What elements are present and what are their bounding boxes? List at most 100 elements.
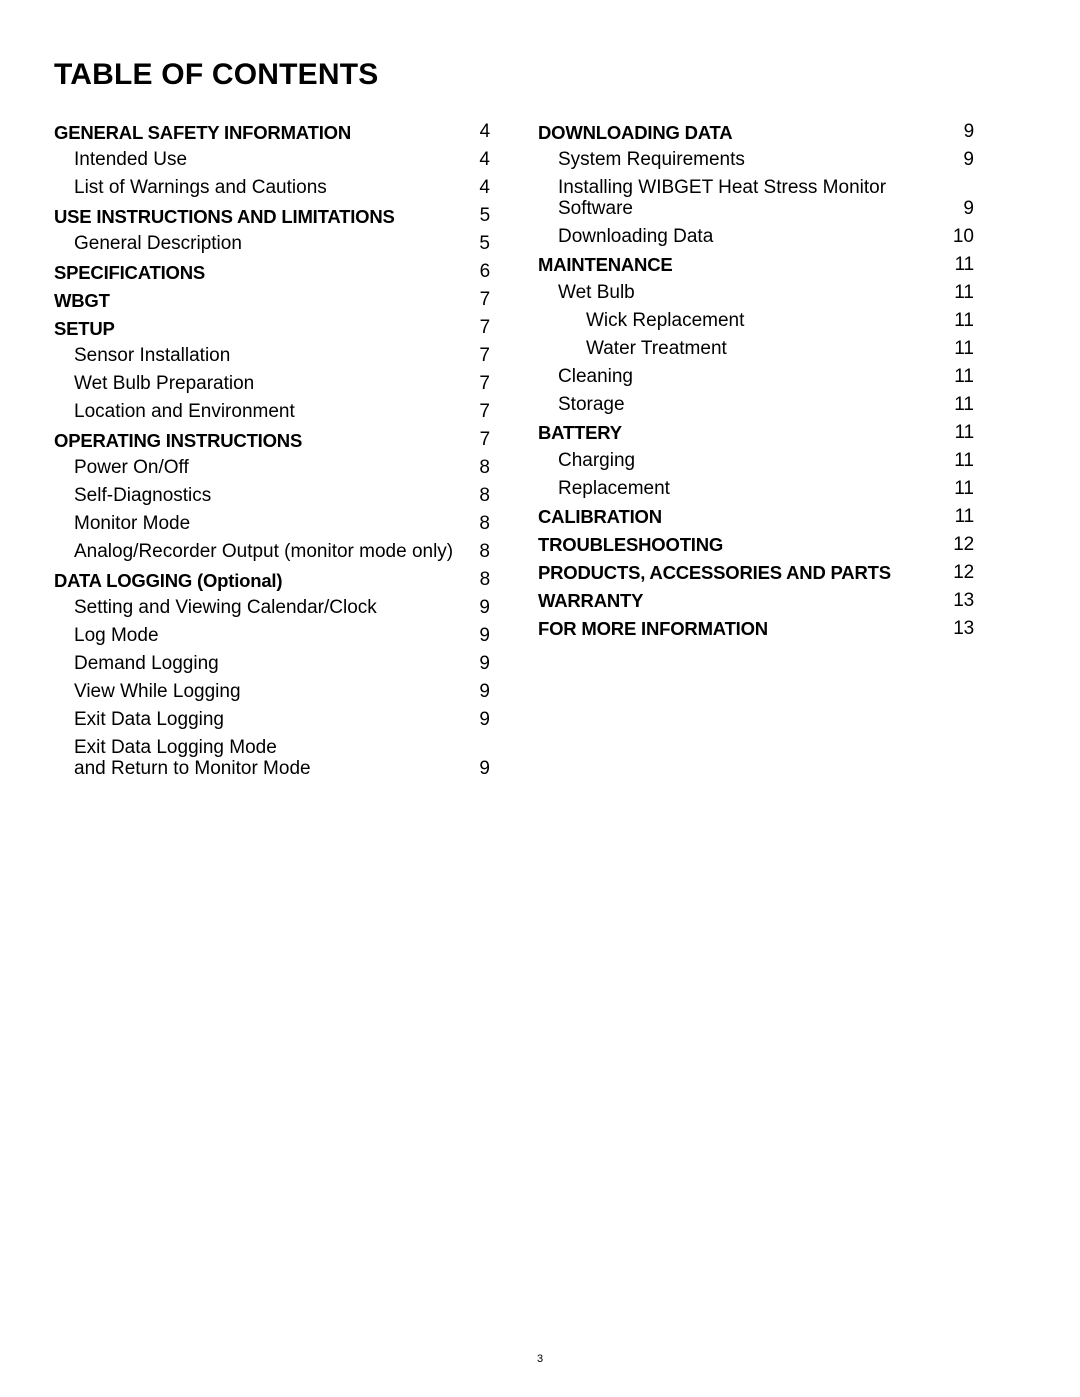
toc-entry-page: 10: [943, 227, 974, 248]
toc-entry-page: 7: [466, 430, 490, 451]
toc-entry-page: 5: [466, 234, 490, 255]
toc-entry-label: Self-Diagnostics: [54, 486, 211, 507]
toc-entry-label: OPERATING INSTRUCTIONS: [54, 431, 302, 451]
toc-entry: Replacement 11: [538, 479, 974, 500]
toc-entry: SPECIFICATIONS6: [54, 262, 490, 283]
toc-entry-label: Power On/Off: [54, 458, 189, 479]
toc-entry: Installing WIBGET Heat Stress Monitor So…: [538, 178, 974, 219]
toc-entry: Exit Data Logging Modeand Return to Moni…: [54, 738, 490, 779]
page-number-footer: 3: [0, 1353, 1080, 1365]
toc-entry: General Description 5: [54, 234, 490, 255]
toc-entry: View While Logging9: [54, 682, 490, 703]
toc-entry-page: 7: [466, 374, 490, 395]
toc-entry: CALIBRATION 11: [538, 507, 974, 528]
toc-entry-page: 11: [944, 451, 974, 472]
toc-entry-page: 11: [944, 311, 974, 332]
toc-entry-label: GENERAL SAFETY INFORMATION: [54, 123, 351, 143]
toc-entry: Sensor Installation7: [54, 346, 490, 367]
toc-entry-label: USE INSTRUCTIONS AND LIMITATIONS: [54, 207, 395, 227]
toc-entry-page: 4: [466, 122, 490, 143]
toc-entry: Monitor Mode 8: [54, 514, 490, 535]
toc-entry: Log Mode 9: [54, 626, 490, 647]
toc-entry: OPERATING INSTRUCTIONS 7: [54, 430, 490, 451]
toc-entry: Exit Data Logging9: [54, 710, 490, 731]
toc-entry-label: PRODUCTS, ACCESSORIES AND PARTS: [538, 563, 891, 583]
toc-entry-label: Charging: [538, 451, 635, 472]
toc-entry-page: 8: [466, 486, 490, 507]
toc-entry-page: 12: [943, 563, 974, 584]
toc-entry-label: Wet Bulb Preparation: [54, 374, 254, 395]
toc-entry: Intended Use4: [54, 150, 490, 171]
toc-entry-page: 7: [466, 402, 490, 423]
toc-entry-label: Analog/Recorder Output (monitor mode onl…: [54, 542, 453, 563]
document-title: TABLE OF CONTENTS: [54, 58, 1026, 92]
toc-entry-page: 9: [950, 122, 974, 143]
toc-entry-page: 7: [466, 290, 490, 311]
toc-entry: Wick Replacement 11: [538, 311, 974, 332]
toc-entry: Charging 11: [538, 451, 974, 472]
toc-entry-page: 8: [466, 542, 490, 563]
toc-entry-label: Monitor Mode: [54, 514, 190, 535]
toc-entry-page: 11: [945, 423, 974, 444]
toc-entry: Water Treatment11: [538, 339, 974, 360]
toc-entry: DATA LOGGING (Optional)8: [54, 570, 490, 591]
toc-entry-label: Downloading Data: [538, 227, 713, 248]
toc-entry-label: FOR MORE INFORMATION: [538, 619, 768, 639]
toc-entry: WARRANTY13: [538, 591, 974, 612]
toc-entry-label: Wet Bulb: [538, 283, 635, 304]
toc-entry: Self-Diagnostics 8: [54, 486, 490, 507]
toc-entry-page: 11: [945, 507, 974, 528]
toc-entry-label: CALIBRATION: [538, 507, 662, 527]
toc-entry-label: Wick Replacement: [538, 311, 744, 332]
toc-entry: Power On/Off 8: [54, 458, 490, 479]
toc-entry: Demand Logging 9: [54, 654, 490, 675]
toc-entry-page: 4: [466, 150, 490, 171]
toc-entry-page: 13: [943, 591, 974, 612]
toc-entry-label: System Requirements: [538, 150, 745, 171]
toc-entry: SETUP7: [54, 318, 490, 339]
toc-entry: Location and Environment7: [54, 402, 490, 423]
toc-entry: PRODUCTS, ACCESSORIES AND PARTS 12: [538, 563, 974, 584]
toc-entry-page: 9: [466, 759, 490, 780]
toc-entry-label: BATTERY: [538, 423, 622, 443]
toc-entry: Wet Bulb11: [538, 283, 974, 304]
toc-entry-page: 9: [466, 598, 490, 619]
toc-entry-label: WBGT: [54, 291, 110, 311]
toc-entry-page: 9: [466, 654, 490, 675]
toc-entry-page: 9: [950, 199, 974, 220]
toc-entry-page: 11: [944, 339, 974, 360]
toc-entry-page: 12: [943, 535, 974, 556]
toc-entry-label: Sensor Installation: [54, 346, 230, 367]
toc-entry-page: 11: [944, 395, 974, 416]
toc-entry-label: TROUBLESHOOTING: [538, 535, 723, 555]
toc-entry-label: Log Mode: [54, 626, 159, 647]
toc-entry-page: 8: [466, 458, 490, 479]
toc-entry-page: 4: [466, 178, 490, 199]
page-container: TABLE OF CONTENTS GENERAL SAFETY INFORMA…: [0, 0, 1080, 787]
toc-entry-label: Demand Logging: [54, 654, 219, 675]
toc-entry-label: DATA LOGGING (Optional): [54, 571, 282, 591]
toc-entry: Setting and Viewing Calendar/Clock 9: [54, 598, 490, 619]
toc-entry-label: General Description: [54, 234, 242, 255]
toc-entry: BATTERY 11: [538, 423, 974, 444]
toc-entry-page: 9: [466, 626, 490, 647]
toc-entry-page: 11: [945, 255, 974, 276]
toc-entry-page: 9: [466, 710, 490, 731]
toc-entry: USE INSTRUCTIONS AND LIMITATIONS 5: [54, 206, 490, 227]
toc-entry: Cleaning11: [538, 367, 974, 388]
toc-entry-page: 11: [944, 367, 974, 388]
toc-entry-label: Installing WIBGET Heat Stress Monitor So…: [538, 178, 950, 219]
toc-entry-label: Exit Data Logging Modeand Return to Moni…: [54, 738, 311, 779]
toc-entry-page: 7: [466, 318, 490, 339]
toc-entry: List of Warnings and Cautions 4: [54, 178, 490, 199]
toc-entry-page: 11: [944, 479, 974, 500]
toc-entry-label: Setting and Viewing Calendar/Clock: [54, 598, 377, 619]
toc-entry-page: 5: [466, 206, 490, 227]
toc-entry: Downloading Data 10: [538, 227, 974, 248]
toc-entry-page: 9: [466, 682, 490, 703]
toc-entry-label: Replacement: [538, 479, 670, 500]
toc-entry-page: 6: [466, 262, 490, 283]
toc-entry-page: 8: [466, 514, 490, 535]
toc-entry-label: List of Warnings and Cautions: [54, 178, 327, 199]
toc-columns: GENERAL SAFETY INFORMATION4Intended Use4…: [54, 122, 1026, 787]
